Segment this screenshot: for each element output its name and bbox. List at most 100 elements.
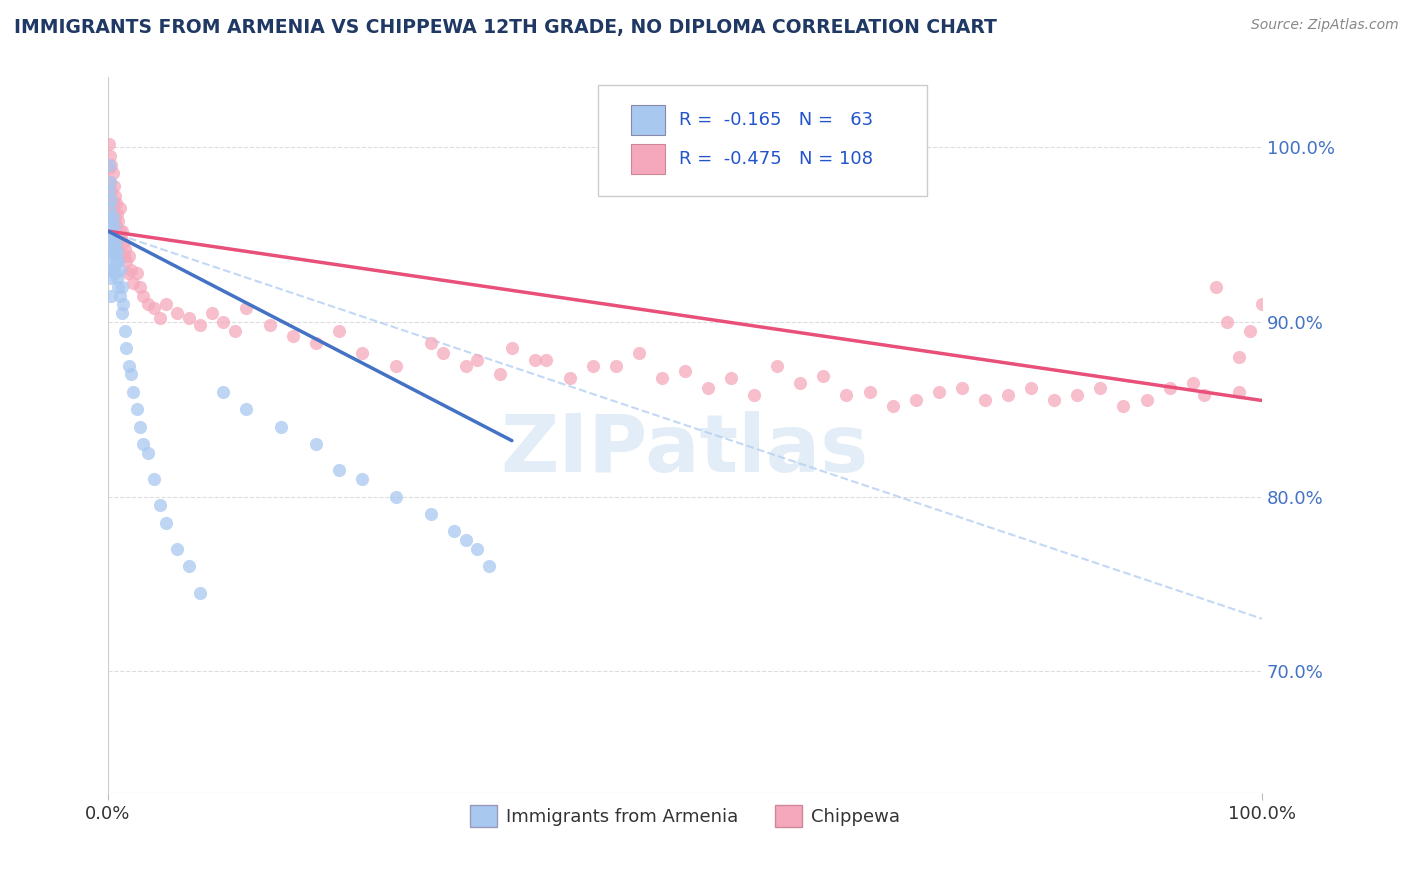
Point [385,490,408,504]
Point [1043,393,1066,408]
Point [100,253,122,268]
Point [1019,381,1042,395]
Point [118,359,141,373]
Point [114,242,136,256]
Point [138,297,160,311]
Point [120,262,142,277]
Point [98,175,121,189]
Point [98,161,121,176]
Point [149,498,172,512]
Point [122,277,145,291]
Point [100,219,122,233]
Point [501,341,523,355]
Point [108,224,131,238]
Point [813,369,835,384]
Point [111,280,134,294]
Point [1227,384,1250,399]
Point [111,236,134,251]
Point [1274,318,1296,333]
Point [166,306,188,320]
Point [103,178,125,193]
Point [465,353,488,368]
Point [125,266,148,280]
Point [104,227,127,242]
Point [105,236,128,251]
Point [1274,393,1296,408]
Point [789,376,811,390]
Point [98,184,121,198]
Point [1090,381,1112,395]
Point [1192,388,1215,402]
Text: Source: ZipAtlas.com: Source: ZipAtlas.com [1251,18,1399,32]
Point [105,253,128,268]
Point [443,524,465,539]
Point [1309,324,1331,338]
Point [104,189,127,203]
Point [1227,350,1250,364]
Point [281,329,304,343]
Point [98,175,121,189]
Point [118,248,141,262]
Point [103,262,125,277]
Point [115,341,138,355]
Point [950,381,973,395]
Point [104,213,127,227]
Point [131,437,153,451]
Point [697,381,720,395]
Point [98,262,121,277]
Point [673,364,696,378]
Point [122,384,145,399]
Point [101,245,124,260]
Point [107,213,129,227]
Point [858,384,880,399]
Point [98,158,121,172]
Point [465,541,488,556]
Point [928,384,950,399]
Point [103,231,125,245]
Point [350,472,373,486]
Point [166,541,188,556]
Point [107,253,129,268]
Point [155,516,177,530]
Point [111,297,134,311]
Point [1263,306,1285,320]
FancyBboxPatch shape [631,144,665,174]
Point [155,297,177,311]
Point [98,136,121,151]
Point [100,271,122,285]
Point [103,240,125,254]
Point [454,533,477,548]
Point [98,210,121,224]
FancyBboxPatch shape [599,85,928,195]
Point [105,196,128,211]
Point [105,219,128,233]
Point [350,346,373,360]
Text: R =  -0.165   N =   63: R = -0.165 N = 63 [679,111,873,128]
Point [1216,315,1239,329]
Point [100,289,122,303]
Point [1159,381,1181,395]
Point [188,318,211,333]
Point [235,301,257,315]
Point [1239,324,1261,338]
Legend: Immigrants from Armenia, Chippewa: Immigrants from Armenia, Chippewa [463,798,907,834]
Point [1066,388,1088,402]
Point [129,419,152,434]
Point [98,149,121,163]
Point [115,253,138,268]
Point [117,266,139,280]
Point [98,227,121,242]
Point [328,463,350,477]
Point [224,324,246,338]
Point [1331,664,1354,678]
Point [105,245,128,260]
Point [212,384,235,399]
Point [1251,297,1274,311]
Point [478,559,501,574]
Point [100,193,122,207]
Point [103,219,125,233]
FancyBboxPatch shape [631,104,665,135]
Point [523,353,546,368]
Text: IMMIGRANTS FROM ARMENIA VS CHIPPEWA 12TH GRADE, NO DIPLOMA CORRELATION CHART: IMMIGRANTS FROM ARMENIA VS CHIPPEWA 12TH… [14,18,997,37]
Point [835,388,858,402]
